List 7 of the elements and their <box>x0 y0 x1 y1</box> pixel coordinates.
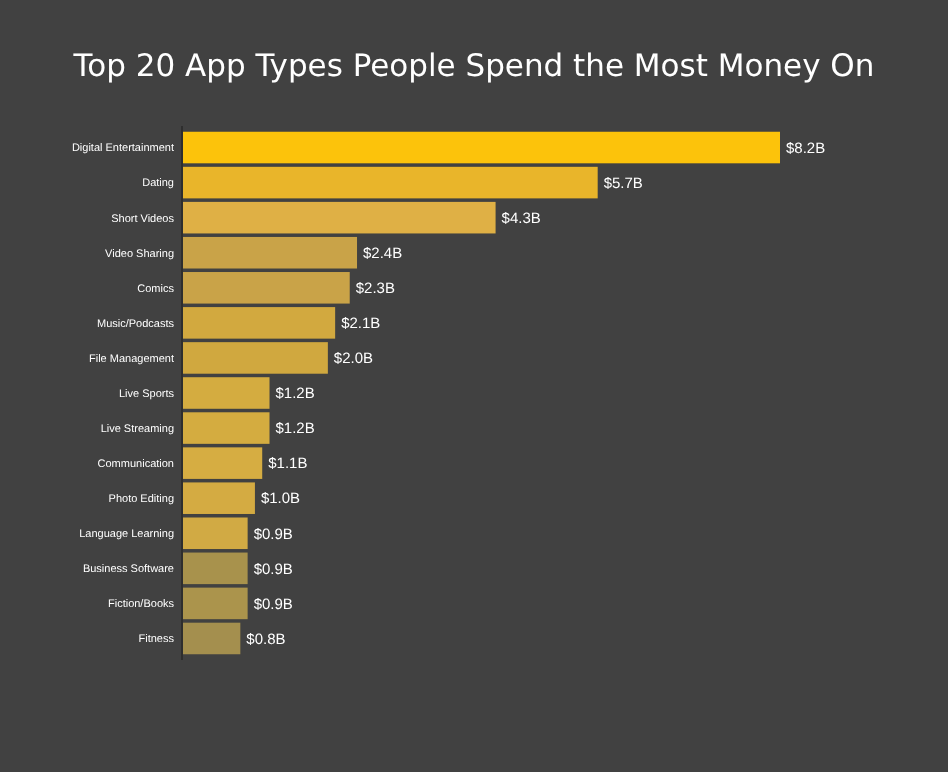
bar <box>182 131 780 164</box>
bar <box>182 622 241 655</box>
bar <box>182 201 496 234</box>
bar <box>182 587 248 620</box>
bar <box>182 552 248 585</box>
chart-title: Top 20 App Types People Spend the Most Money On <box>71 48 875 84</box>
bar <box>182 166 598 199</box>
